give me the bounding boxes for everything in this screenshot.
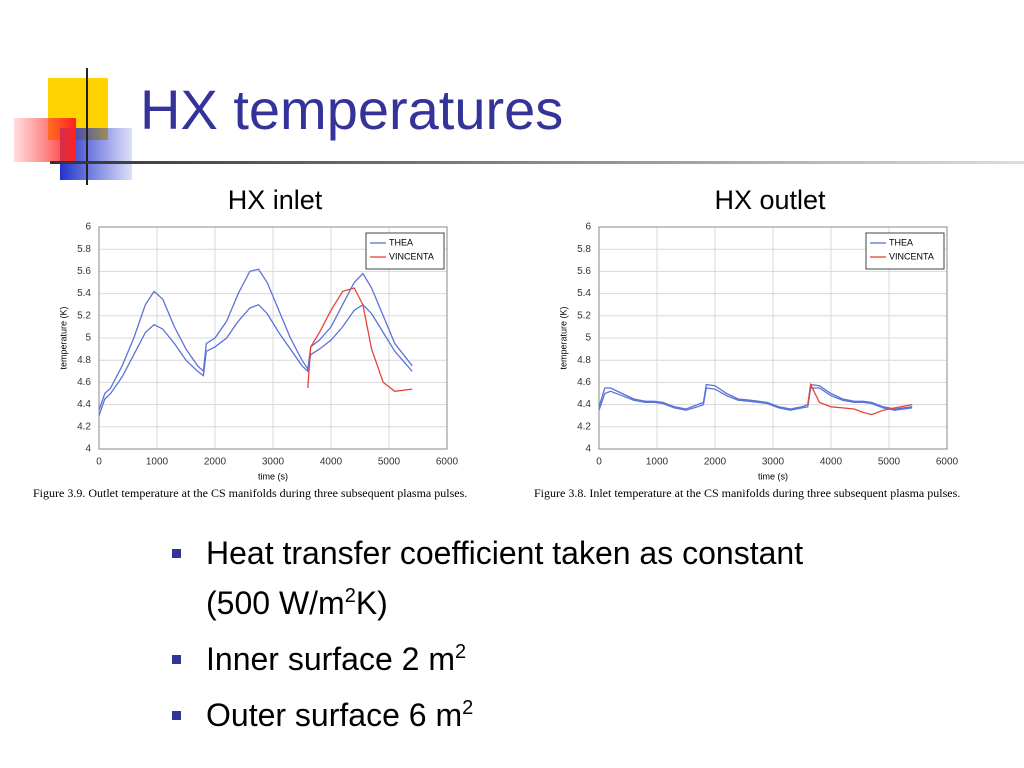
y-tick-label: 5 xyxy=(85,333,91,344)
x-tick-label: 5000 xyxy=(878,457,901,468)
y-tick-label: 4.4 xyxy=(77,399,91,410)
y-tick-label: 4 xyxy=(585,444,591,455)
bullet-text: Inner surface 2 m2 xyxy=(206,634,826,684)
figure-caption: Figure 3.8. Inlet temperature at the CS … xyxy=(534,486,961,500)
figure-caption: Figure 3.9. Outlet temperature at the CS… xyxy=(33,486,468,500)
y-tick-label: 5.4 xyxy=(577,288,591,299)
bullet-marker xyxy=(172,655,181,664)
legend-label: THEA xyxy=(389,237,413,247)
bullet-marker xyxy=(172,549,181,558)
x-tick-label: 3000 xyxy=(262,457,285,468)
data-line xyxy=(598,387,913,411)
superscript: 2 xyxy=(344,585,356,607)
x-tick-label: 3000 xyxy=(762,457,785,468)
y-tick-label: 5.6 xyxy=(577,266,591,277)
y-tick-label: 6 xyxy=(585,222,591,233)
x-axis-label: time (s) xyxy=(258,471,288,481)
y-tick-label: 5.8 xyxy=(577,244,591,255)
bullet-text: Heat transfer coefficient taken as const… xyxy=(206,528,826,628)
y-tick-label: 4.4 xyxy=(577,399,591,410)
data-line xyxy=(307,287,413,392)
y-axis-label: temperature (K) xyxy=(58,306,68,369)
y-tick-label: 4.6 xyxy=(577,377,591,388)
chart-title: HX inlet xyxy=(228,185,323,215)
x-tick-label: 6000 xyxy=(936,457,959,468)
y-tick-label: 4.8 xyxy=(577,355,591,366)
data-line xyxy=(598,383,913,410)
y-tick-label: 5.2 xyxy=(77,310,91,321)
x-tick-label: 0 xyxy=(596,457,602,468)
y-tick-label: 5.2 xyxy=(577,310,591,321)
superscript: 2 xyxy=(455,641,467,663)
y-tick-label: 4 xyxy=(85,444,91,455)
y-tick-label: 4.2 xyxy=(577,421,591,432)
x-tick-label: 5000 xyxy=(378,457,401,468)
x-tick-label: 6000 xyxy=(436,457,459,468)
y-tick-label: 4.2 xyxy=(77,421,91,432)
plot-frame xyxy=(598,226,948,450)
y-tick-label: 5.6 xyxy=(77,266,91,277)
text-run: K) xyxy=(355,585,388,621)
data-line xyxy=(98,268,413,411)
legend-box xyxy=(865,232,945,270)
data-line xyxy=(807,382,913,416)
legend-label: THEA xyxy=(889,237,913,247)
x-tick-label: 4000 xyxy=(320,457,343,468)
text-run: Heat transfer coefficient taken as const… xyxy=(206,535,804,621)
x-tick-label: 0 xyxy=(96,457,102,468)
deco-red xyxy=(14,118,76,162)
x-axis-label: time (s) xyxy=(758,471,788,481)
x-tick-label: 4000 xyxy=(820,457,843,468)
plot-frame xyxy=(98,226,448,450)
y-tick-label: 5 xyxy=(585,333,591,344)
slide-title: HX temperatures xyxy=(140,78,563,141)
y-tick-label: 4.8 xyxy=(77,355,91,366)
legend-box xyxy=(365,232,445,270)
data-line xyxy=(98,303,413,416)
x-tick-label: 1000 xyxy=(146,457,169,468)
x-tick-label: 1000 xyxy=(646,457,669,468)
deco-hline xyxy=(50,161,1024,164)
text-run: Outer surface 6 m xyxy=(206,697,463,733)
y-tick-label: 6 xyxy=(85,222,91,233)
y-tick-label: 5.4 xyxy=(77,288,91,299)
legend-label: VINCENTA xyxy=(889,251,934,261)
text-run: Inner surface 2 m xyxy=(206,641,455,677)
bullet-text: Outer surface 6 m2 xyxy=(206,690,826,740)
bullet-marker xyxy=(172,711,181,720)
x-tick-label: 2000 xyxy=(204,457,227,468)
chart-title: HX outlet xyxy=(714,185,826,215)
superscript: 2 xyxy=(462,697,474,719)
y-tick-label: 4.6 xyxy=(77,377,91,388)
y-axis-label: temperature (K) xyxy=(558,306,568,369)
legend-label: VINCENTA xyxy=(389,251,434,261)
y-tick-label: 5.8 xyxy=(77,244,91,255)
x-tick-label: 2000 xyxy=(704,457,727,468)
